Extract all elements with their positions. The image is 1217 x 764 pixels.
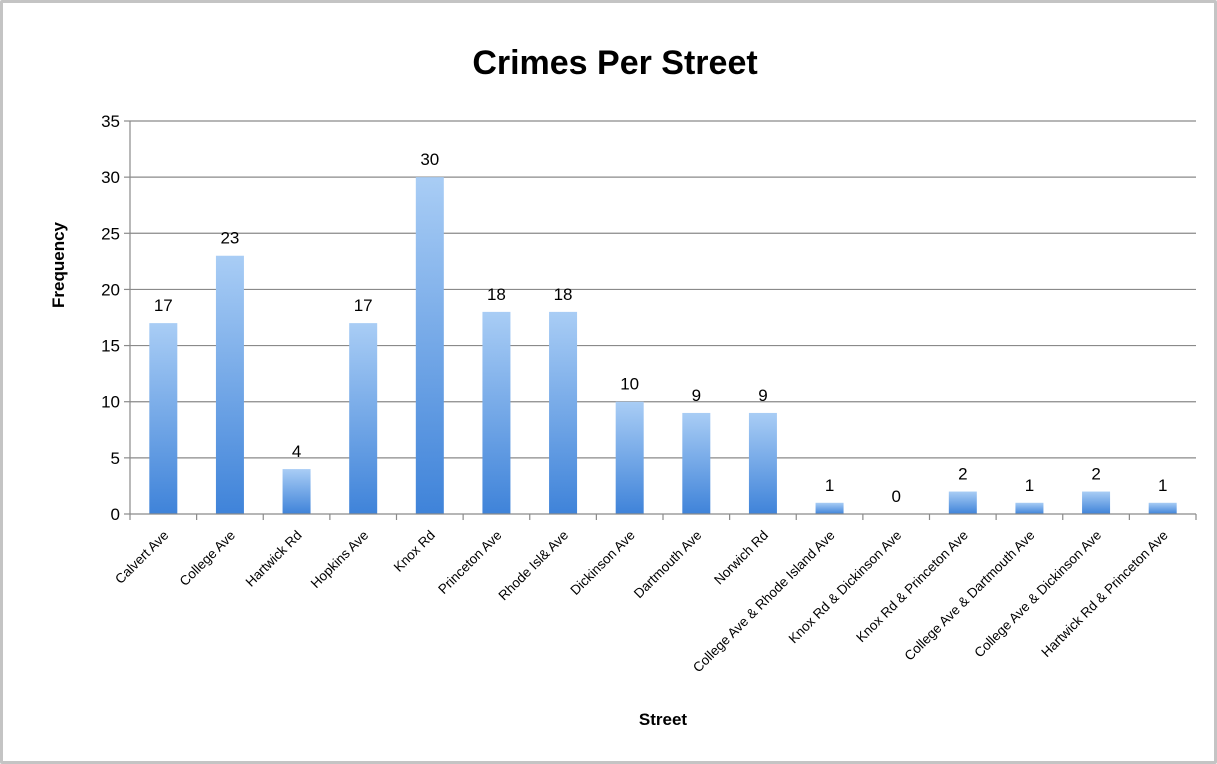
data-label: 2: [958, 465, 967, 484]
data-label: 23: [220, 229, 239, 248]
y-tick-label: 15: [101, 337, 120, 356]
x-tick-label: Princeton Ave: [435, 528, 504, 597]
bar: [815, 502, 844, 514]
data-label: 9: [692, 386, 701, 405]
x-tick-label: Calvert Ave: [112, 528, 171, 587]
y-axis-ticks: 0 5 10 15 20 25 30 35: [101, 112, 120, 524]
x-tick-label: College Ave & Rhode Island Ave: [690, 528, 838, 676]
bar: [948, 491, 977, 514]
y-tick-label: 0: [111, 505, 120, 524]
data-label: 30: [420, 150, 439, 169]
data-label: 1: [1025, 476, 1034, 495]
x-tick-label: Knox Rd & Dickinson Ave: [786, 528, 905, 647]
data-label: 4: [292, 442, 301, 461]
data-label: 18: [554, 285, 573, 304]
bar: [1082, 491, 1111, 514]
x-tick-label: Hartwick Rd & Princeton Ave: [1038, 528, 1170, 660]
bar: [1148, 502, 1177, 514]
data-label: 10: [620, 375, 639, 394]
bars: [149, 177, 1177, 514]
y-tick-label: 20: [101, 280, 120, 299]
bar: [482, 311, 511, 514]
y-tick-label: 10: [101, 393, 120, 412]
y-tick-label: 25: [101, 224, 120, 243]
x-tick-label: Dickinson Ave: [567, 528, 637, 598]
y-axis-title: Frequency: [49, 221, 68, 308]
x-tick-label: Knox Rd: [391, 528, 438, 575]
x-tick-label: Knox Rd & Princeton Ave: [853, 528, 971, 646]
x-axis-ticks: Calvert Ave College Ave Hartwick Rd Hopkins…: [112, 528, 1171, 676]
bar: [215, 255, 244, 514]
x-axis-title: Street: [639, 710, 688, 729]
x-tick-label: College Ave & Dickinson Ave: [971, 528, 1104, 661]
data-label: 1: [1158, 476, 1167, 495]
x-tick-label: Hartwick Rd: [243, 528, 305, 590]
x-tick-label: Norwich Rd: [711, 528, 771, 588]
x-tick-label: Dartmouth Ave: [631, 528, 705, 602]
data-label: 17: [354, 296, 373, 315]
data-label: 0: [891, 487, 900, 506]
x-tick-label: Hopkins Ave: [308, 528, 372, 592]
bar: [282, 469, 311, 514]
x-tick-label: Rhode Isl& Ave: [495, 528, 571, 604]
x-tick-label: College Ave: [177, 528, 238, 589]
bar: [149, 323, 178, 514]
bar: [349, 323, 378, 514]
y-tick-label: 30: [101, 168, 120, 187]
y-tick-label: 5: [111, 449, 120, 468]
axes: [124, 120, 1197, 520]
data-label: 2: [1091, 465, 1100, 484]
bar: [549, 311, 578, 514]
data-label: 1: [825, 476, 834, 495]
data-label: 18: [487, 285, 506, 304]
chart-title: Crimes Per Street: [472, 44, 757, 82]
bar: [615, 401, 644, 514]
gridlines: [130, 120, 1196, 459]
y-tick-label: 35: [101, 112, 120, 131]
x-tick-label: College Ave & Dartmouth Ave: [902, 528, 1038, 664]
bar: [682, 412, 711, 514]
data-label: 9: [758, 386, 767, 405]
bar: [415, 177, 444, 514]
data-label: 17: [154, 296, 173, 315]
bar: [1015, 502, 1044, 514]
bar: [748, 412, 777, 514]
